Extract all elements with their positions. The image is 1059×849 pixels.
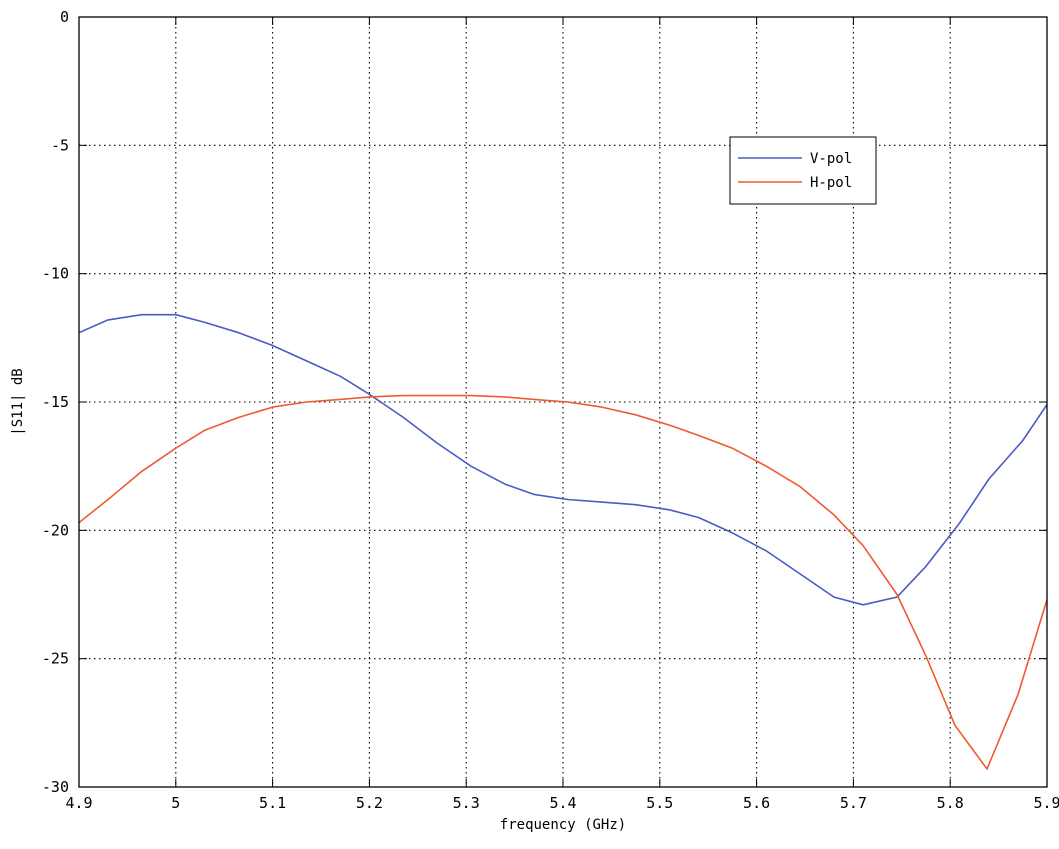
x-tick-label: 5.3 (453, 794, 480, 812)
series-lines (78, 313, 1048, 770)
axis-ticks: 4.9 5 5.1 5.2 5.3 5.4 5.5 5.6 5.7 5.8 5.9 -30 -25 -20… (42, 8, 1059, 812)
y-tick-label: 0 (60, 8, 69, 26)
legend-label-v-pol: V-pol (810, 151, 852, 167)
x-tick-label: 5.2 (356, 794, 383, 812)
x-axis-label: frequency (GHz) (500, 817, 626, 833)
x-tick-label: 5.9 (1033, 794, 1059, 812)
x-tick-label: 5.7 (840, 794, 867, 812)
series-line-h-pol (78, 394, 1048, 770)
x-tick-label: 5.6 (743, 794, 770, 812)
y-tick-label: -10 (42, 265, 69, 283)
y-tick-label: -5 (51, 136, 69, 154)
legend-label-h-pol: H-pol (810, 175, 852, 191)
y-tick-label: -30 (42, 778, 69, 796)
y-tick-label: -25 (42, 650, 69, 668)
series-line-v-pol (78, 313, 1048, 606)
legend-box (729, 136, 877, 205)
y-tick-label: -15 (42, 393, 69, 411)
y-tick-label: -20 (42, 521, 69, 539)
x-tick-label: 5.1 (259, 794, 286, 812)
x-tick-label: 4.9 (65, 794, 92, 812)
x-tick-label: 5 (171, 794, 180, 812)
x-tick-label: 5.8 (937, 794, 964, 812)
x-tick-label: 5.5 (646, 794, 673, 812)
y-axis-label: |S11| dB (10, 368, 26, 435)
legend: V-pol H-pol (729, 136, 877, 205)
x-tick-label: 5.4 (549, 794, 576, 812)
